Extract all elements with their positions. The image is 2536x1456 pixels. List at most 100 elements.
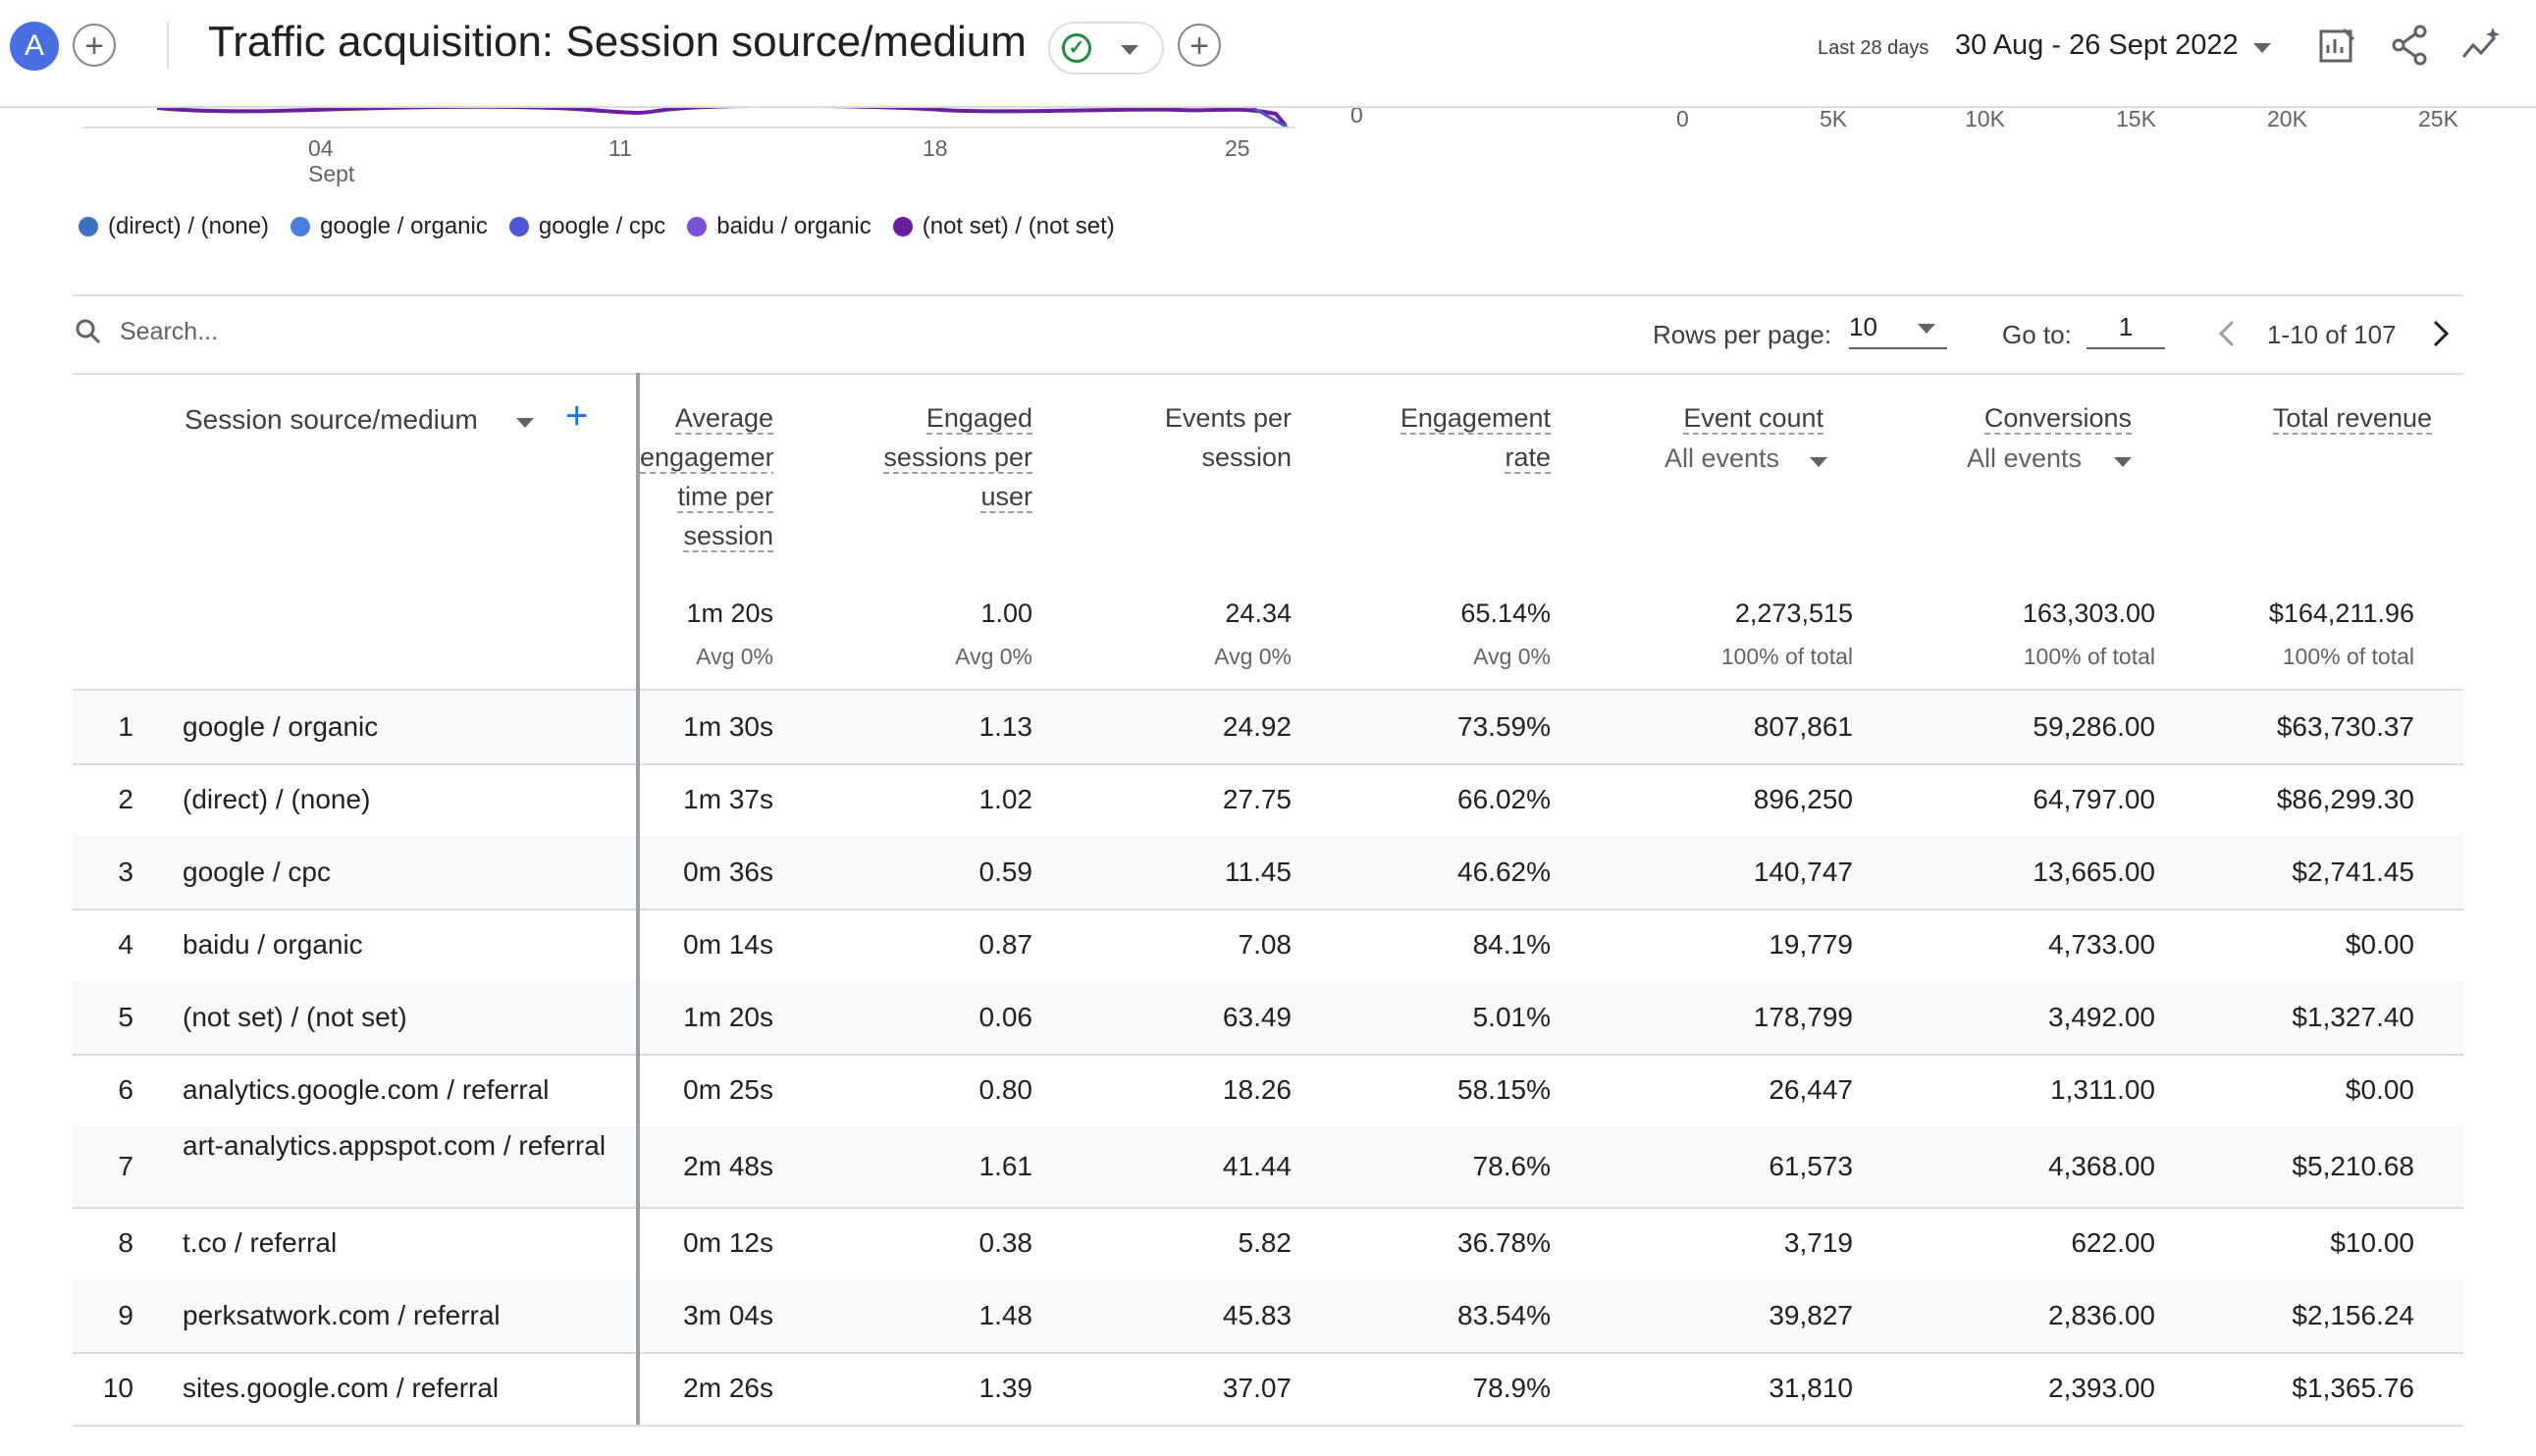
add-comparison-button[interactable]: + — [1178, 24, 1221, 67]
header-line: user — [980, 482, 1032, 513]
table-row[interactable]: 10 sites.google.com / referral 2m 26s 1.39 3… — [73, 1352, 2463, 1427]
row-source-medium[interactable]: baidu / organic — [183, 929, 363, 960]
total-subtext: 100% of total — [2282, 644, 2414, 669]
column-header-avg-engagement-time[interactable]: Average engagement time per session — [640, 398, 773, 555]
header-line: Engaged — [925, 403, 1032, 435]
dimension-dropdown-icon[interactable] — [516, 418, 534, 428]
table-cell: 83.54% — [1457, 1300, 1551, 1330]
table-row[interactable]: 3 google / cpc 0m 36s 0.59 11.45 46.62% 140,74… — [73, 836, 2463, 910]
add-circle-icon[interactable]: + — [73, 24, 116, 67]
goto-page-input[interactable]: 1 — [2087, 312, 2165, 349]
row-source-medium[interactable]: (direct) / (none) — [183, 784, 371, 814]
table-row[interactable]: 2 (direct) / (none) 1m 37s 1.02 27.75 66.02% 8… — [73, 763, 2463, 838]
row-index: 7 — [118, 1151, 133, 1181]
report-header: A + Traffic acquisition: Session source/… — [0, 0, 2536, 108]
table-cell: $86,299.30 — [2276, 784, 2414, 814]
table-cell: $1,365.76 — [2292, 1373, 2414, 1403]
table-row[interactable]: 8 t.co / referral 0m 12s 0.38 5.82 36.78% 3,71… — [73, 1207, 2463, 1281]
row-source-medium[interactable]: perksatwork.com / referral — [183, 1300, 501, 1330]
row-source-medium[interactable]: analytics.google.com / referral — [183, 1074, 550, 1105]
row-source-medium[interactable]: sites.google.com / referral — [183, 1373, 500, 1403]
table-cell: 1,311.00 — [2050, 1074, 2155, 1105]
table-cell: 41.44 — [1222, 1151, 1292, 1181]
column-header-event-count[interactable]: Event count — [1610, 398, 1823, 438]
table-cell: $63,730.37 — [2276, 711, 2414, 742]
column-header-engaged-sessions-per-user[interactable]: Engaged sessions per user — [844, 398, 1032, 516]
table-row[interactable]: 1 google / organic 1m 30s 1.13 24.92 73.59% 80… — [73, 691, 2463, 765]
legend-item[interactable]: baidu / organic — [687, 213, 872, 240]
table-cell: 24.92 — [1222, 711, 1292, 742]
date-range-picker[interactable]: 30 Aug - 26 Sept 2022 — [1955, 29, 2239, 61]
row-source-medium[interactable]: (not set) / (not set) — [183, 1002, 407, 1032]
table-search[interactable]: Search... — [73, 316, 218, 347]
customize-report-icon[interactable] — [2316, 24, 2359, 67]
insights-icon[interactable] — [2459, 24, 2503, 67]
table-cell: 5.82 — [1238, 1227, 1293, 1258]
account-avatar[interactable]: A — [10, 22, 59, 71]
table-cell: $0.00 — [2345, 929, 2414, 960]
table-cell: 58.15% — [1457, 1074, 1551, 1105]
table-cell: 178,799 — [1753, 1002, 1853, 1032]
bar-axis-tick: 10K — [1965, 106, 2005, 131]
table-cell: 140,747 — [1753, 857, 1853, 887]
table-cell: $10.00 — [2330, 1227, 2414, 1258]
total-subtext: Avg 0% — [1473, 644, 1551, 669]
legend-item[interactable]: (not set) / (not set) — [892, 213, 1115, 240]
report-status-dropdown[interactable]: ✓ — [1048, 22, 1164, 75]
table-cell: 622.00 — [2071, 1227, 2155, 1258]
previous-page-icon[interactable] — [2210, 316, 2245, 351]
rows-per-page-label: Rows per page: — [1653, 320, 1832, 349]
header-line: engagement — [640, 442, 773, 474]
row-source-medium[interactable]: google / cpc — [183, 857, 331, 887]
legend-swatch — [79, 217, 98, 236]
share-icon[interactable] — [2389, 24, 2432, 67]
event-count-filter[interactable]: All events — [1664, 443, 1780, 473]
dimension-header-label: Session source/medium — [185, 404, 478, 435]
total-value: 65.14% — [1460, 598, 1551, 628]
table-cell: 46.62% — [1457, 857, 1551, 887]
column-header-engagement-rate[interactable]: Engagement rate — [1354, 398, 1551, 477]
row-index: 4 — [118, 929, 133, 960]
table-row[interactable]: 6 analytics.google.com / referral 0m 25s 0.… — [73, 1054, 2463, 1128]
table-cell: $2,156.24 — [2292, 1300, 2414, 1330]
column-header-total-revenue[interactable]: Total revenue — [2198, 398, 2432, 438]
chevron-down-icon[interactable] — [1810, 457, 1827, 467]
header-line: session — [1201, 442, 1292, 472]
next-page-icon[interactable] — [2422, 316, 2457, 351]
search-input[interactable]: Search... — [120, 317, 219, 345]
row-index: 8 — [118, 1227, 133, 1258]
table-cell: 0.38 — [978, 1227, 1033, 1258]
legend-item[interactable]: google / organic — [291, 213, 488, 240]
table-row[interactable]: 4 baidu / organic 0m 14s 0.87 7.08 84.1% 19,77… — [73, 909, 2463, 983]
row-index: 2 — [118, 784, 133, 814]
bar-axis-tick: 0 — [1676, 106, 1689, 131]
row-source-medium[interactable]: google / organic — [183, 711, 379, 742]
add-dimension-icon[interactable]: + — [565, 394, 589, 438]
dimension-header[interactable]: Session source/medium — [185, 404, 478, 436]
column-header-conversions[interactable]: Conversions — [1924, 398, 2132, 438]
table-cell: $2,741.45 — [2292, 857, 2414, 887]
row-source-medium[interactable]: art-analytics.appspot.com / referral — [183, 1130, 607, 1161]
table-row[interactable]: 7 art-analytics.appspot.com / referral 2m … — [73, 1126, 2463, 1209]
table-cell: 4,733.00 — [2048, 929, 2155, 960]
chevron-down-icon[interactable] — [2114, 457, 2132, 467]
header-line: Average — [674, 403, 773, 435]
table-cell: 1.48 — [978, 1300, 1033, 1330]
table-row[interactable]: 9 perksatwork.com / referral 3m 04s 1.48 45.… — [73, 1279, 2463, 1354]
date-range-hint: Last 28 days — [1818, 37, 1929, 59]
table-cell: 0m 14s — [683, 929, 773, 960]
rows-per-page-select[interactable]: 10 — [1849, 312, 1947, 349]
total-value: 24.34 — [1225, 598, 1292, 628]
legend-item[interactable]: google / cpc — [508, 213, 665, 240]
conversions-filter[interactable]: All events — [1967, 443, 2083, 473]
x-axis-tick: 18 — [923, 135, 948, 161]
row-source-medium[interactable]: t.co / referral — [183, 1227, 338, 1258]
chart-area: 04 Sept 11 18 25 0 0 5K 10K 15K 20K 25K — [0, 98, 2536, 294]
column-header-events-per-session[interactable]: Events per session — [1099, 398, 1292, 477]
legend-item[interactable]: (direct) / (none) — [79, 213, 269, 240]
table-cell: 18.26 — [1222, 1074, 1292, 1105]
total-value: 2,273,515 — [1734, 598, 1853, 628]
table-cell: 0.59 — [978, 857, 1033, 887]
date-range-chevron-icon[interactable] — [2253, 43, 2271, 53]
table-row[interactable]: 5 (not set) / (not set) 1m 20s 0.06 63.49 5.0… — [73, 981, 2463, 1056]
